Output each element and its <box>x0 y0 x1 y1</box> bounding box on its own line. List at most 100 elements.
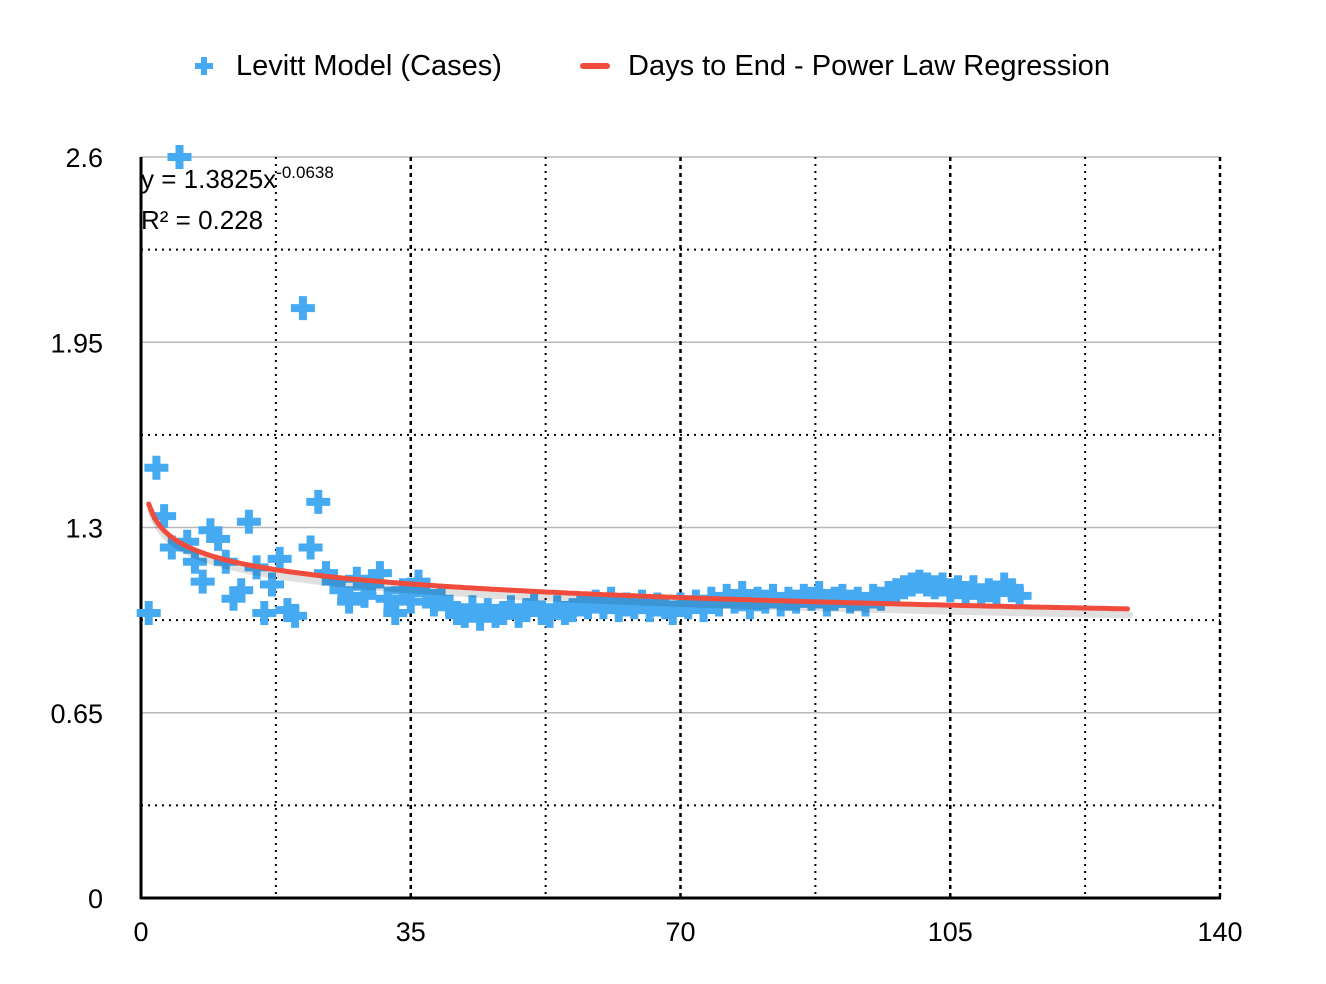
data-point <box>429 586 454 611</box>
data-point <box>491 601 516 625</box>
data-point <box>198 518 223 543</box>
regression-curve-shadow <box>147 506 1133 619</box>
data-point <box>152 504 177 529</box>
x-tick-label: 140 <box>1197 917 1242 947</box>
data-point <box>275 598 300 623</box>
data-point <box>260 572 284 597</box>
data-point <box>660 601 685 625</box>
y-tick-label: 0.65 <box>50 699 103 729</box>
data-point <box>514 598 539 623</box>
plus-marker-icon <box>195 57 213 75</box>
data-point <box>190 569 215 594</box>
data-point <box>545 595 570 620</box>
data-point <box>159 535 184 560</box>
y-tick-label: 1.95 <box>50 328 103 358</box>
data-point <box>221 586 246 611</box>
data-point <box>637 598 662 623</box>
data-point <box>799 586 824 611</box>
data-point <box>676 595 701 620</box>
data-point <box>807 581 832 605</box>
data-point <box>144 455 169 480</box>
data-point <box>599 586 624 611</box>
data-point <box>414 581 439 605</box>
legend-item-levitt-model: Levitt Model (Cases) <box>192 44 502 88</box>
data-point <box>468 606 493 631</box>
x-tick-label: 70 <box>665 917 695 947</box>
data-point <box>229 578 254 603</box>
y-tick-label: 1.3 <box>65 514 103 544</box>
data-point <box>475 598 500 623</box>
grid-lines <box>141 156 1222 898</box>
data-point <box>683 589 708 614</box>
x-tick-label: 35 <box>396 917 426 947</box>
data-point <box>360 572 385 597</box>
y-tick-label: 0 <box>88 884 103 914</box>
data-point <box>653 595 678 620</box>
data-point <box>630 589 654 614</box>
data-point <box>375 586 400 611</box>
data-point <box>406 569 431 594</box>
r-squared-text: R² = 0.228 <box>141 205 263 235</box>
data-point <box>961 575 986 600</box>
x-tick-label: 105 <box>928 917 973 947</box>
data-point <box>236 509 261 534</box>
x-tick-label: 0 <box>133 917 148 947</box>
data-point <box>337 589 362 614</box>
data-point <box>737 595 762 620</box>
data-point <box>167 145 192 169</box>
data-point <box>267 546 292 571</box>
legend-label-power-law-regression: Days to End - Power Law Regression <box>628 49 1110 82</box>
data-point <box>761 583 785 608</box>
regression-curve <box>146 501 1133 619</box>
scatter-points <box>136 145 1032 631</box>
regression-curve-line <box>146 501 1130 612</box>
data-point <box>707 592 731 617</box>
data-point <box>329 578 354 603</box>
legend-item-power-law-regression: Days to End - Power Law Regression <box>580 44 1110 88</box>
data-point <box>622 595 647 620</box>
data-point <box>498 595 523 620</box>
data-point <box>321 569 346 594</box>
data-point <box>252 601 277 625</box>
data-point <box>314 561 338 586</box>
data-point <box>768 592 793 617</box>
data-point <box>992 572 1017 597</box>
data-point <box>460 595 485 620</box>
data-point <box>730 581 755 605</box>
legend-label-levitt-model: Levitt Model (Cases) <box>236 49 502 82</box>
data-point <box>283 603 308 628</box>
data-point <box>298 535 323 560</box>
data-point <box>969 583 994 608</box>
data-point <box>398 589 423 614</box>
regression-equation: y = 1.3825x-0.0638 R² = 0.228 <box>141 163 334 235</box>
data-point <box>306 489 331 514</box>
data-point <box>953 581 978 605</box>
data-point <box>136 601 161 625</box>
data-point <box>182 549 207 574</box>
data-point <box>583 589 608 614</box>
data-point <box>714 583 739 608</box>
data-point <box>984 581 1009 605</box>
data-point <box>506 603 531 628</box>
data-point <box>352 583 377 608</box>
data-point <box>1007 583 1032 608</box>
tick-labels: 0 0.65 1.3 1.95 2.6 0 35 70 105 140 <box>50 143 1242 947</box>
line-swatch-icon <box>580 63 610 69</box>
data-point <box>999 578 1024 603</box>
data-point <box>452 603 477 628</box>
data-point <box>206 526 231 551</box>
data-point <box>930 572 955 597</box>
equation-exponent: -0.0638 <box>276 163 334 182</box>
data-point <box>367 561 392 586</box>
data-point <box>537 603 562 628</box>
data-point <box>830 583 855 608</box>
data-point <box>868 586 893 611</box>
data-point <box>175 529 200 554</box>
data-point <box>437 595 462 620</box>
data-point <box>421 592 446 617</box>
y-tick-label: 2.6 <box>65 143 103 173</box>
legend: Levitt Model (Cases) Days to End - Power… <box>0 44 1326 88</box>
data-point <box>606 598 631 623</box>
axes <box>139 157 1221 900</box>
